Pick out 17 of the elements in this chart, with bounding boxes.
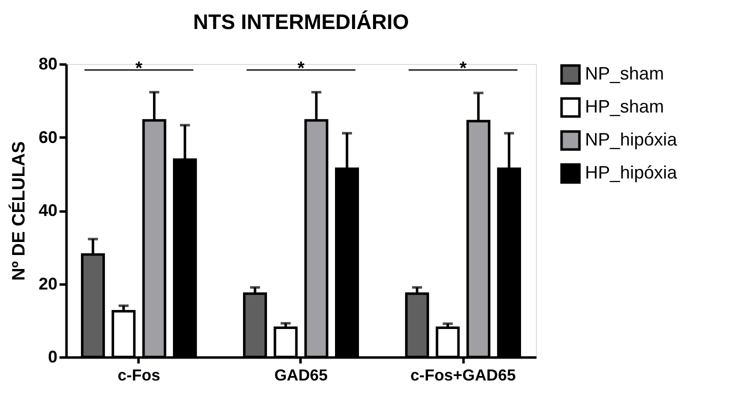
legend-label: NP_sham bbox=[585, 64, 664, 84]
chart-title: NTS INTERMEDIÁRIO bbox=[193, 10, 409, 34]
annotation: * bbox=[135, 58, 142, 78]
legend-label: NP_hipóxia bbox=[585, 130, 678, 150]
legend-label: HP_hipóxia bbox=[585, 162, 678, 182]
legend-label: HP_sham bbox=[585, 96, 664, 116]
y-tick-label: 80 bbox=[38, 54, 58, 74]
y-tick-label: 40 bbox=[38, 201, 58, 220]
x-tick-label: GAD65 bbox=[274, 368, 328, 384]
x-tick-label: c-Fos bbox=[118, 368, 160, 384]
y-axis-title: Nº DE CÉLULAS bbox=[8, 141, 29, 281]
x-tick-label: c-Fos+GAD65 bbox=[410, 368, 516, 384]
y-tick-label: 20 bbox=[38, 274, 58, 294]
annotation: * bbox=[460, 58, 467, 78]
annotation: * bbox=[297, 58, 305, 78]
y-tick-label: 60 bbox=[38, 128, 58, 147]
y-tick-label: 0 bbox=[48, 348, 58, 366]
